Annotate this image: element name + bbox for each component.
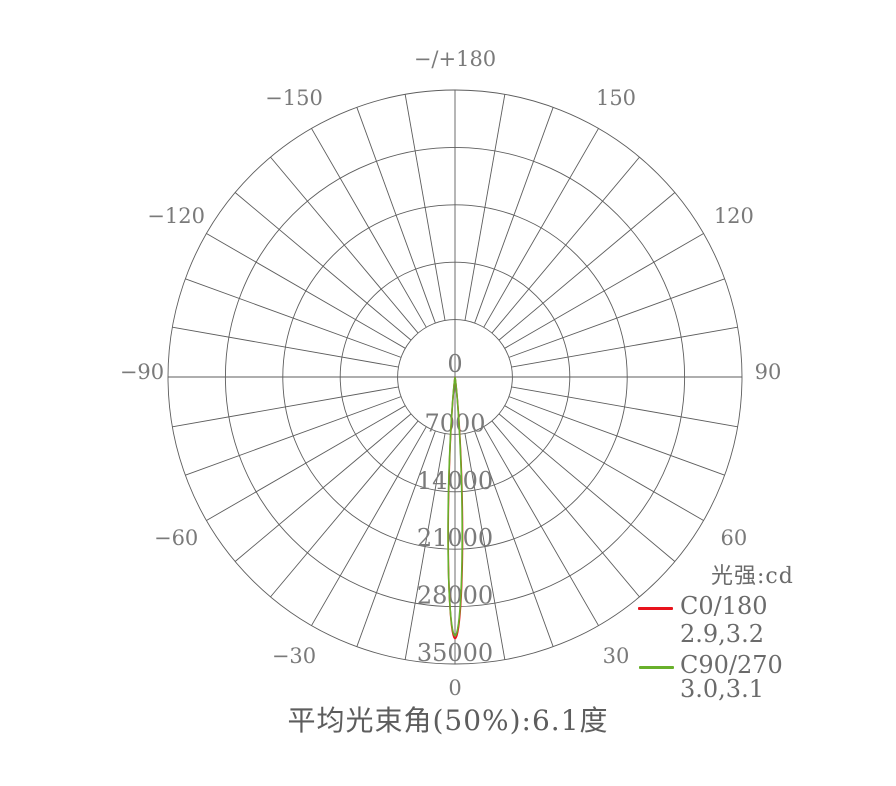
grid-spoke — [311, 128, 427, 328]
beam-angle-title: 平均光束角(50%):6.1度 — [287, 704, 609, 737]
angle-label-60: 60 — [720, 526, 747, 550]
grid-spoke — [206, 233, 406, 349]
grid-spoke — [474, 430, 554, 647]
angle-label-0: 0 — [448, 676, 461, 700]
radial-tick-label-28000: 28000 — [417, 582, 493, 610]
grid-spoke — [511, 326, 738, 368]
angle-label-180: −/+180 — [414, 47, 496, 71]
grid-spoke — [185, 396, 402, 476]
grid-spoke — [270, 420, 419, 598]
grid-spoke — [511, 386, 738, 428]
grid-spoke — [483, 128, 599, 328]
grid-spoke — [498, 413, 676, 562]
angle-label--30: −30 — [272, 644, 316, 668]
angle-label--150: −150 — [265, 86, 323, 110]
angle-label-30: 30 — [603, 644, 630, 668]
grid-spoke — [404, 94, 446, 321]
angle-label-120: 120 — [714, 204, 754, 228]
grid-spoke — [483, 426, 599, 626]
grid-spoke — [356, 107, 436, 324]
grid-spoke — [234, 192, 412, 341]
grid-spoke — [491, 156, 640, 334]
grid-spoke — [498, 192, 676, 341]
legend-values-c0-180: 2.9,3.2 — [680, 620, 764, 648]
grid-spoke — [508, 396, 725, 476]
radial-tick-label-21000: 21000 — [417, 524, 493, 552]
grid-spoke — [172, 386, 399, 428]
grid-spoke — [464, 433, 506, 660]
angle-label--60: −60 — [154, 526, 198, 550]
legend-label-c0-180: C0/180 — [680, 592, 768, 620]
grid-spoke — [474, 107, 554, 324]
radial-tick-label-7000: 7000 — [424, 409, 485, 437]
grid-spoke — [504, 233, 704, 349]
grid-spoke — [234, 413, 412, 562]
grid-spoke — [206, 405, 406, 521]
radial-tick-label-0: 0 — [447, 350, 462, 378]
grid-spoke — [172, 326, 399, 368]
legend-line-c90-270 — [639, 666, 674, 669]
grid-spoke — [356, 430, 436, 647]
grid-spoke — [464, 94, 506, 321]
legend-line-c0-180 — [638, 607, 673, 610]
grid-spoke — [311, 426, 427, 626]
legend-unit-label: 光强:cd — [711, 564, 794, 589]
angle-label-90: 90 — [755, 360, 782, 384]
curve-c90-270 — [447, 376, 464, 637]
grid-spoke — [404, 433, 446, 660]
angle-label-150: 150 — [596, 86, 636, 110]
grid-spoke — [491, 420, 640, 598]
radial-tick-label-14000: 14000 — [417, 467, 493, 495]
grid-spoke — [270, 156, 419, 334]
legend-label-c90-270: C90/270 — [680, 651, 783, 679]
angle-label--90: −90 — [120, 360, 164, 384]
legend-values-c90-270: 3.0,3.1 — [680, 675, 764, 703]
radial-tick-label-35000: 35000 — [417, 639, 493, 667]
grid-spoke — [185, 278, 402, 358]
grid-spoke — [504, 405, 704, 521]
angle-label--120: −120 — [147, 204, 205, 228]
grid-spoke — [508, 278, 725, 358]
